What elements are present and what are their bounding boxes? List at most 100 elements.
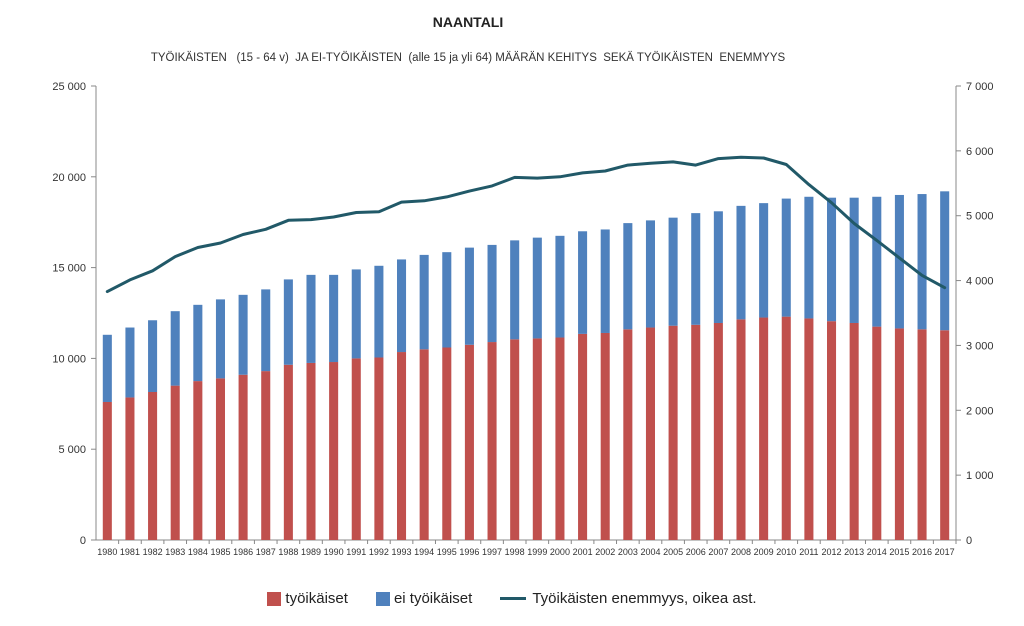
legend-swatch-enemmyys: [500, 597, 527, 600]
bar-ei-tyoikaiset: [306, 274, 316, 363]
bar-tyoikaiset: [691, 324, 701, 540]
x-tick-label: 1991: [346, 547, 366, 557]
bar-ei-tyoikaiset: [148, 320, 158, 392]
bar-ei-tyoikaiset: [804, 196, 814, 319]
x-tick-label: 2000: [550, 547, 570, 557]
bar-ei-tyoikaiset: [894, 194, 904, 329]
bar-ei-tyoikaiset: [940, 191, 950, 331]
bar-ei-tyoikaiset: [397, 259, 407, 353]
y-right-tick-label: 2 000: [966, 405, 994, 417]
bar-tyoikaiset: [510, 339, 520, 540]
bar-ei-tyoikaiset: [283, 279, 293, 365]
x-tick-label: 2013: [844, 547, 864, 557]
bar-tyoikaiset: [849, 322, 859, 540]
line-enemmyys: [105, 155, 947, 294]
bar-ei-tyoikaiset: [238, 294, 248, 375]
bar-ei-tyoikaiset: [261, 289, 271, 372]
bar-tyoikaiset: [464, 344, 474, 540]
y-left-tick-label: 0: [80, 535, 86, 547]
x-tick-label: 2008: [731, 547, 751, 557]
x-tick-label: 2012: [822, 547, 842, 557]
bar-tyoikaiset: [645, 327, 655, 540]
x-tick-label: 2006: [686, 547, 706, 557]
bar-ei-tyoikaiset: [442, 252, 452, 348]
bar-tyoikaiset: [261, 371, 271, 540]
y-left-tick-label: 15 000: [52, 263, 86, 275]
y-right-tick-label: 6 000: [966, 146, 994, 158]
x-tick-label: 2003: [618, 547, 638, 557]
legend-item-tyoikaiset: työikäiset: [267, 590, 348, 607]
bar-tyoikaiset: [713, 322, 723, 540]
bar-tyoikaiset: [374, 357, 384, 540]
x-tick-label: 2016: [912, 547, 932, 557]
x-tick-label: 1999: [527, 547, 547, 557]
bar-ei-tyoikaiset: [351, 269, 361, 359]
bar-ei-tyoikaiset: [102, 334, 112, 402]
bar-ei-tyoikaiset: [668, 217, 678, 326]
legend-label-tyoikaiset: työikäiset: [285, 590, 348, 607]
legend-label-ei-tyoikaiset: ei työikäiset: [393, 590, 473, 607]
bar-tyoikaiset: [102, 401, 112, 540]
x-tick-label: 1992: [369, 547, 389, 557]
y-right-tick-label: 5 000: [966, 211, 994, 223]
y-right-tick-label: 4 000: [966, 276, 994, 288]
x-tick-label: 1997: [482, 547, 502, 557]
bar-tyoikaiset: [238, 374, 248, 540]
x-tick-label: 1981: [120, 547, 140, 557]
bar-ei-tyoikaiset: [487, 244, 497, 343]
x-tick-label: 1987: [256, 547, 276, 557]
bar-ei-tyoikaiset: [872, 196, 882, 327]
bar-tyoikaiset: [283, 364, 293, 540]
bar-ei-tyoikaiset: [736, 205, 746, 320]
y-left-tick-label: 5 000: [58, 444, 86, 456]
x-tick-label: 1998: [505, 547, 525, 557]
y-right-tick-label: 1 000: [966, 470, 994, 482]
x-tick-label: 2017: [935, 547, 955, 557]
bar-ei-tyoikaiset: [623, 223, 633, 330]
y-right-tick-label: 3 000: [966, 340, 994, 352]
x-tick-label: 2002: [595, 547, 615, 557]
bar-ei-tyoikaiset: [555, 235, 565, 338]
bar-tyoikaiset: [759, 317, 769, 540]
bar-tyoikaiset: [193, 381, 203, 540]
x-tick-label: 2014: [867, 547, 887, 557]
x-tick-label: 1986: [233, 547, 253, 557]
x-tick-label: 1989: [301, 547, 321, 557]
bar-ei-tyoikaiset: [713, 211, 723, 323]
legend-swatch-tyoikaiset: [267, 591, 282, 606]
bar-tyoikaiset: [600, 332, 610, 540]
bar-tyoikaiset: [306, 362, 316, 540]
x-tick-label: 2001: [573, 547, 593, 557]
bar-ei-tyoikaiset: [532, 237, 542, 339]
bar-ei-tyoikaiset: [215, 299, 225, 379]
legend-item-enemmyys: Työikäisten enemmyys, oikea ast.: [500, 590, 757, 607]
bar-tyoikaiset: [148, 391, 158, 540]
x-tick-label: 2004: [640, 547, 660, 557]
x-tick-label: 1994: [414, 547, 434, 557]
bar-ei-tyoikaiset: [419, 254, 429, 350]
bar-tyoikaiset: [827, 321, 837, 540]
x-tick-label: 2010: [776, 547, 796, 557]
bar-tyoikaiset: [215, 378, 225, 540]
x-tick-label: 1990: [324, 547, 344, 557]
chart-title: NAANTALI: [432, 14, 504, 30]
bar-ei-tyoikaiset: [645, 220, 655, 328]
bar-ei-tyoikaiset: [329, 274, 339, 363]
bar-ei-tyoikaiset: [578, 231, 588, 334]
x-tick-label: 2015: [889, 547, 909, 557]
bar-ei-tyoikaiset: [464, 247, 474, 345]
bar-tyoikaiset: [419, 349, 429, 540]
bar-tyoikaiset: [917, 329, 927, 540]
bar-tyoikaiset: [736, 319, 746, 540]
bar-tyoikaiset: [125, 397, 135, 540]
legend: työikäiset ei työikäiset Työikäisten ene…: [0, 590, 1024, 607]
y-right-tick-label: 7 000: [966, 81, 994, 93]
x-tick-label: 1985: [210, 547, 230, 557]
bar-tyoikaiset: [668, 325, 678, 540]
x-tick-label: 1980: [97, 547, 117, 557]
bar-tyoikaiset: [329, 362, 339, 540]
bar-ei-tyoikaiset: [759, 203, 769, 318]
bar-tyoikaiset: [781, 316, 791, 540]
bar-tyoikaiset: [555, 337, 565, 540]
legend-swatch-ei-tyoikaiset: [375, 591, 390, 606]
